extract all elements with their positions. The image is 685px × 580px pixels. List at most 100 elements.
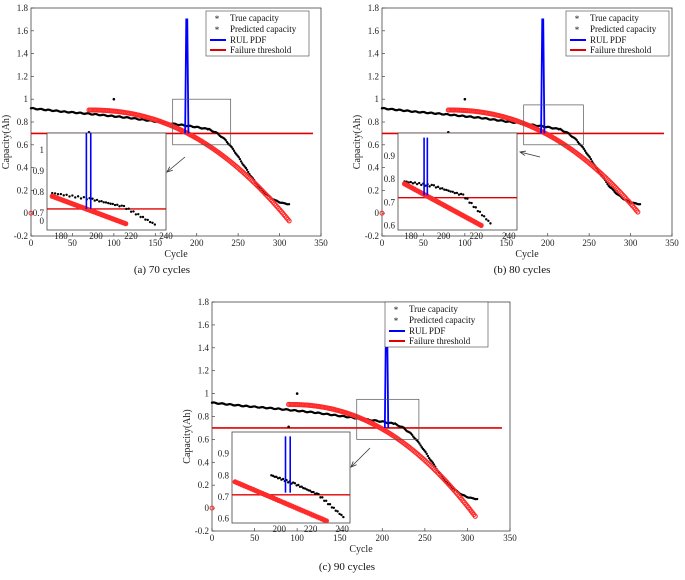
y-tick-label: 1.8 — [17, 3, 29, 13]
inset-true-capacity-point — [76, 195, 80, 198]
y-tick-label: 0.8 — [17, 117, 29, 127]
y-tick-label: -0.2 — [365, 231, 379, 241]
true-capacity-point — [425, 452, 428, 456]
inset-true-capacity-point — [93, 199, 96, 202]
inset-content — [232, 436, 350, 523]
inset-true-capacity-point — [319, 496, 322, 499]
predicted-capacity-point — [256, 184, 262, 190]
inset-true-capacity-point — [125, 207, 128, 211]
inset-true-capacity-point — [144, 218, 147, 221]
inset-true-capacity-point — [455, 191, 459, 195]
inset-true-capacity-point — [111, 202, 114, 206]
inset-true-capacity-point — [127, 207, 130, 210]
inset-true-capacity-point — [109, 202, 112, 205]
inset-true-capacity-point — [487, 219, 490, 223]
y-tick-label: 0.6 — [198, 434, 210, 444]
y-tick-label: 1.6 — [198, 320, 210, 330]
inset-true-capacity-point — [476, 209, 480, 213]
x-tick-label: 150 — [500, 238, 514, 248]
x-tick-label: 0 — [29, 238, 34, 248]
inset-true-capacity-point — [340, 513, 343, 517]
y-tick-label: 1 — [24, 94, 29, 104]
inset-true-capacity-point — [100, 199, 103, 203]
inset-true-capacity-point — [104, 201, 108, 204]
true-capacity-point — [238, 157, 242, 161]
inset-x-tick-label: 180 — [404, 231, 418, 241]
y-tick-label: 1.2 — [368, 71, 379, 81]
true-capacity-point — [424, 450, 427, 454]
inset-true-capacity-point — [141, 215, 145, 219]
true-capacity-point — [638, 202, 642, 206]
predicted-capacity-point — [611, 183, 617, 189]
true-capacity-point — [426, 454, 430, 458]
x-tick-label: 150 — [149, 238, 163, 248]
inset-true-capacity-point — [132, 210, 135, 213]
legend-pred-label: Predicted capacity — [590, 24, 657, 34]
predicted-capacity-point — [606, 178, 612, 184]
inset-true-capacity-point — [489, 222, 492, 225]
inset-true-capacity-point — [151, 221, 154, 225]
x-tick-label: 300 — [624, 238, 638, 248]
y-tick-label: 0.8 — [198, 412, 210, 422]
inset-true-capacity-point — [137, 212, 140, 216]
inset-true-capacity-point — [334, 509, 337, 512]
inset-y-tick-label: 0.6 — [218, 514, 230, 524]
y-axis-label: Capacity(Ah) — [1, 115, 12, 169]
x-tick-label: 300 — [461, 533, 475, 543]
inset-true-capacity-point — [317, 492, 320, 496]
inset-y-tick-label: 0.8 — [33, 187, 45, 197]
y-tick-label: 1.2 — [198, 366, 209, 376]
y-tick-label: 1.8 — [198, 297, 210, 307]
inset-true-capacity-point — [139, 215, 142, 219]
inset-content — [47, 133, 166, 227]
predicted-capacity-origin-marker — [379, 210, 385, 216]
true-capacity-point — [232, 149, 236, 152]
true-capacity-point — [589, 157, 593, 161]
inset-true-capacity-point — [447, 189, 450, 192]
y-tick-label: 0.4 — [198, 457, 210, 467]
predicted-capacity-point — [472, 513, 478, 519]
zoom-region-box — [356, 398, 420, 440]
inset-true-capacity-point — [470, 201, 473, 205]
x-tick-label: 300 — [273, 238, 287, 248]
inset-true-capacity-point — [332, 506, 336, 509]
zoom-arrow-head — [350, 461, 357, 468]
inset-true-capacity-point — [273, 475, 276, 479]
inset-true-capacity-point — [409, 180, 413, 184]
inset-true-capacity-point — [298, 485, 302, 488]
inset-true-capacity-point — [300, 485, 303, 488]
inset-true-capacity-point — [430, 183, 433, 187]
inset-true-capacity-point — [472, 205, 475, 209]
inset-true-capacity-point — [53, 192, 57, 195]
inset-true-capacity-point — [451, 190, 454, 194]
true-capacity-point — [583, 149, 587, 152]
x-tick-label: 0 — [210, 533, 215, 543]
rul-pdf-spike — [540, 18, 546, 134]
x-tick-label: 200 — [541, 238, 555, 248]
inset-true-capacity-point — [68, 195, 71, 198]
inset-y-tick-label: 0.8 — [218, 470, 230, 480]
inset-x-tick-label: 240 — [335, 524, 349, 534]
true-capacity-point — [431, 461, 434, 464]
true-capacity-point — [231, 147, 235, 151]
inset-y-tick-label: 0.6 — [384, 220, 396, 230]
panel-caption: (b) 80 cycles — [494, 264, 551, 276]
inset-true-capacity-point — [464, 197, 467, 200]
true-capacity-point — [287, 202, 291, 206]
inset-true-capacity-point — [98, 200, 101, 203]
inset-true-capacity-point — [107, 201, 110, 205]
inset-true-capacity-point — [118, 205, 121, 208]
chart-panel-c: 0 50 100 150 200 250 300 350-0.200.20.40.60.811… — [182, 297, 517, 573]
predicted-capacity-point — [286, 218, 292, 224]
true-capacity-point — [237, 156, 240, 159]
inset-frame — [397, 132, 518, 231]
true-capacity-point — [588, 156, 591, 159]
predicted-capacity-origin-marker — [209, 505, 215, 511]
inset-true-capacity-point — [462, 193, 465, 196]
inset-true-capacity-point — [480, 214, 484, 217]
inset-true-capacity-point — [321, 496, 324, 499]
zoom-arrow-line — [519, 151, 541, 158]
x-tick-label: 100 — [290, 533, 304, 543]
